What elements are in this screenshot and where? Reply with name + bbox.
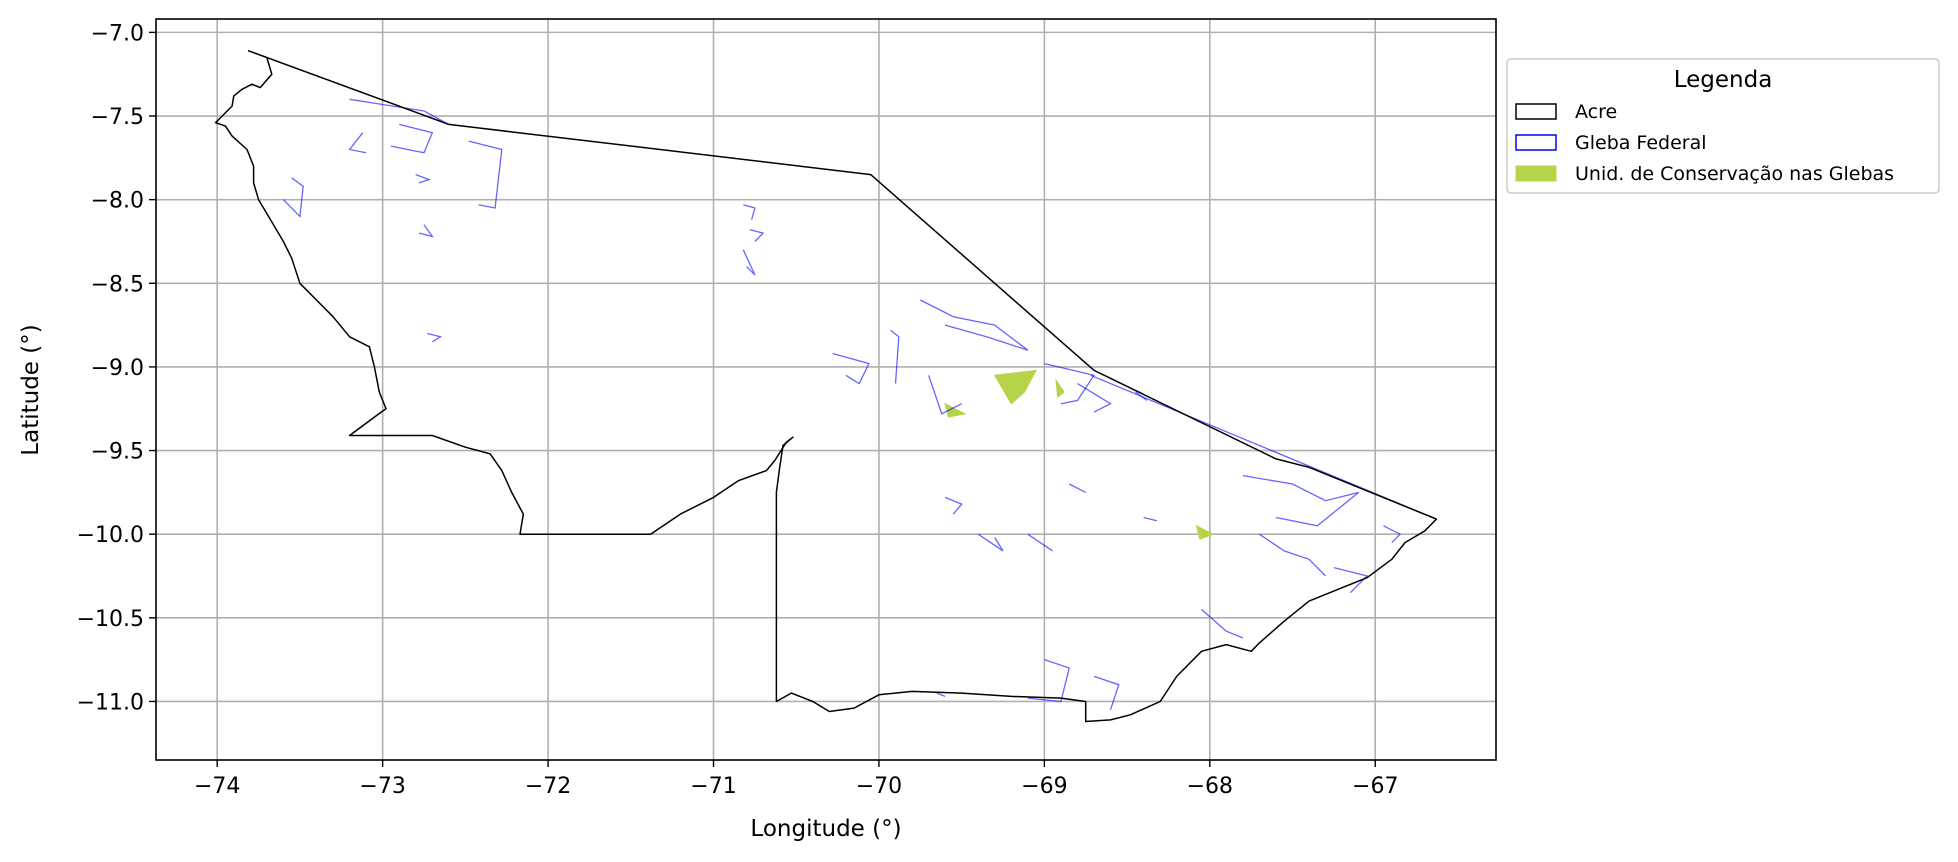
y-tick-label: −11.0 (77, 690, 144, 715)
gleba-polygon (1068, 483, 1086, 493)
gleba-polygon (936, 692, 946, 698)
gleba-polygon (890, 329, 900, 384)
y-tick-label: −10.5 (77, 607, 144, 632)
gleba-polygon (1077, 383, 1112, 413)
axis-ticks: −74 −73 −72 −71 −70 −69 −68 −67 −7.0 −7.5 −8.0 −8.5… (77, 21, 1399, 799)
gleba-polygon (282, 177, 304, 218)
gleba-polygon (1259, 533, 1327, 577)
x-tick-label: −71 (690, 774, 736, 799)
y-tick-label: −7.5 (91, 105, 144, 130)
legend-label-gleba: Gleba Federal (1575, 132, 1707, 154)
legend-label-uc: Unid. de Conservação nas Glebas (1575, 163, 1894, 185)
acre-boundary (214, 50, 1438, 723)
x-tick-label: −72 (525, 774, 571, 799)
x-axis-label: Longitude (°) (750, 816, 901, 842)
y-tick-label: −10.0 (77, 523, 144, 548)
gleba-polygon (1027, 658, 1070, 703)
gleba-polygon (418, 224, 434, 238)
x-tick-label: −73 (359, 774, 405, 799)
gleba-polygon (920, 299, 1029, 351)
gleba-polygon (1143, 516, 1158, 522)
legend: Legenda Acre Gleba Federal Unid. de Cons… (1506, 58, 1940, 194)
x-tick-label: −74 (194, 774, 240, 799)
x-tick-label: −68 (1187, 774, 1233, 799)
gleba-polygon (348, 132, 367, 154)
legend-label-acre: Acre (1575, 101, 1617, 123)
grid-lines (156, 19, 1496, 760)
uc-polygon (944, 402, 967, 418)
x-tick-label: −67 (1352, 774, 1398, 799)
gleba-polygon (1027, 533, 1053, 552)
gleba-polygon (977, 533, 1004, 552)
gleba-polygon (427, 332, 443, 343)
y-tick-label: −7.0 (91, 21, 144, 46)
gleba-polygon (349, 98, 450, 126)
x-tick-label: −69 (1021, 774, 1067, 799)
gleba-polygon (1135, 391, 1148, 401)
legend-frame (1506, 58, 1940, 194)
gleba-polygon (927, 375, 962, 415)
gleba-polygon (1242, 474, 1360, 527)
gleba-polygon (742, 249, 756, 276)
legend-swatch-uc (1515, 165, 1557, 182)
legend-swatch-gleba (1515, 134, 1557, 151)
gleba-polygon (1044, 362, 1096, 405)
legend-swatch-acre (1515, 103, 1557, 120)
gleba-polygon (1201, 609, 1244, 639)
gleba-polygon (743, 204, 756, 220)
legend-title: Legenda (1674, 67, 1773, 93)
gleba-polygon (1333, 566, 1369, 594)
y-tick-label: −8.5 (91, 272, 144, 297)
y-tick-label: −9.5 (91, 440, 144, 465)
gleba-polygon (1093, 675, 1120, 711)
gleba-polygon (749, 229, 765, 242)
uc-polygon (993, 369, 1037, 405)
gleba-polygon (390, 123, 434, 154)
y-tick-label: −9.0 (91, 356, 144, 381)
gleba-polygon (468, 140, 503, 209)
y-axis-label: Latitude (°) (18, 324, 44, 455)
uc-polygon (1195, 524, 1215, 540)
x-tick-label: −70 (856, 774, 902, 799)
gleba-polygon (944, 496, 963, 515)
plot-frame (155, 18, 1497, 761)
uc-polygon (1055, 378, 1065, 398)
y-tick-label: −8.0 (91, 189, 144, 214)
gleba-polygon (1383, 525, 1402, 544)
gleba-polygon (415, 173, 431, 184)
gleba-polygon (832, 352, 870, 385)
map-layers (214, 50, 1438, 723)
